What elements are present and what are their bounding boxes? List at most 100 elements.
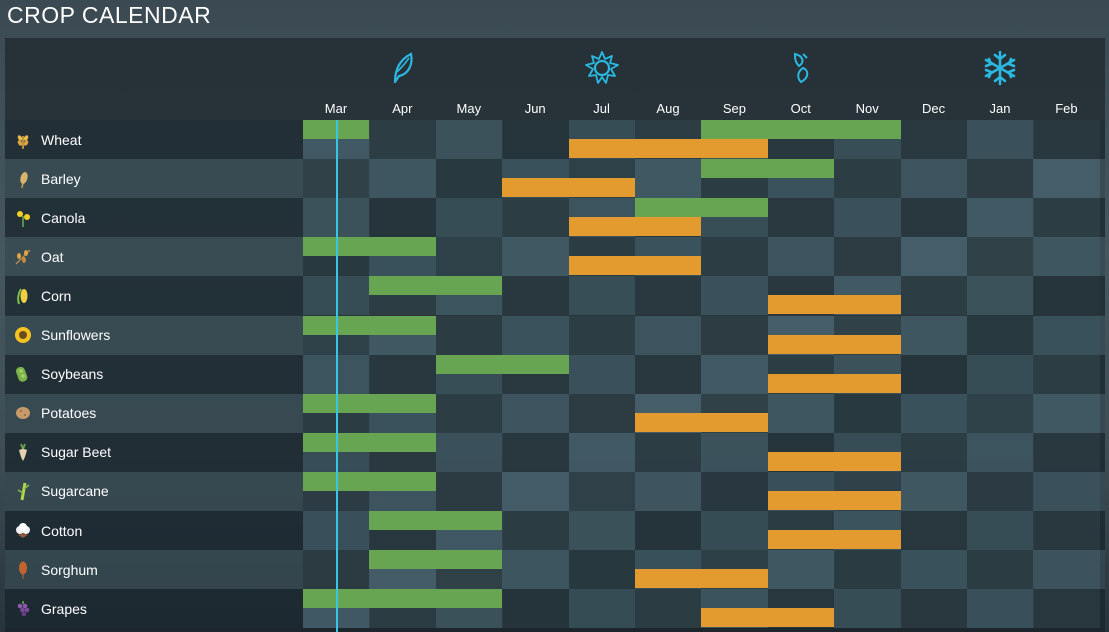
crop-row-barley[interactable]: Barley — [5, 159, 1105, 199]
month-cell — [834, 237, 902, 277]
planting-bar — [701, 159, 835, 179]
month-cell — [701, 471, 769, 511]
planting-bar — [303, 237, 436, 257]
month-cell — [900, 589, 968, 629]
planting-bar — [303, 315, 436, 335]
crop-label: Sorghum — [5, 550, 303, 589]
month-cell — [502, 276, 570, 316]
month-cell — [635, 432, 702, 472]
month-label-may: May — [456, 101, 482, 116]
month-cell — [1033, 432, 1101, 472]
month-cell — [767, 393, 835, 433]
month-cell — [967, 159, 1034, 199]
crop-row-grapes[interactable]: Grapes — [5, 589, 1105, 629]
harvest-bar — [767, 295, 901, 315]
month-cell — [435, 432, 503, 472]
month-cell — [900, 432, 968, 472]
soybean-icon — [13, 364, 33, 384]
month-cell — [900, 120, 968, 159]
harvest-bar — [568, 217, 702, 237]
crop-label: Cotton — [5, 511, 303, 550]
harvest-bar — [767, 451, 901, 471]
crop-label: Grapes — [5, 589, 303, 628]
planting-bar — [369, 550, 503, 570]
crop-row-cotton[interactable]: Cotton — [5, 511, 1105, 550]
snowflake-icon — [982, 50, 1018, 86]
crop-row-wheat[interactable]: Wheat — [5, 120, 1105, 159]
crop-row-sorghum[interactable]: Sorghum — [5, 550, 1105, 590]
month-cell — [635, 276, 702, 316]
harvest-bar — [568, 139, 768, 158]
month-cell — [568, 511, 636, 550]
month-cell — [767, 198, 835, 238]
month-cell — [834, 589, 902, 629]
planting-bar — [635, 198, 768, 218]
crop-name: Sugarcane — [41, 483, 109, 500]
month-cell — [502, 198, 570, 238]
crop-row-sugarcane[interactable]: Sugarcane — [5, 471, 1105, 511]
crop-row-canola[interactable]: Canola — [5, 198, 1105, 238]
month-cell — [701, 432, 769, 472]
month-cell — [369, 159, 437, 199]
month-cell — [967, 589, 1034, 629]
current-date-line — [336, 120, 339, 632]
month-cell — [701, 315, 769, 355]
month-cell — [1033, 354, 1101, 394]
month-cell — [435, 471, 503, 511]
harvest-bar — [568, 256, 702, 276]
month-cell — [967, 550, 1034, 590]
month-cell — [369, 120, 437, 159]
crop-name: Potatoes — [41, 405, 97, 422]
barley-icon — [13, 169, 33, 189]
wheat-icon — [13, 130, 33, 150]
harvest-bar — [635, 569, 768, 589]
month-cell — [635, 354, 702, 394]
crop-row-soybeans[interactable]: Soybeans — [5, 354, 1105, 394]
month-label-dec: Dec — [922, 101, 946, 116]
grapes-icon — [13, 599, 33, 619]
crop-row-sunflowers[interactable]: Sunflowers — [5, 315, 1105, 355]
month-label-jan: Jan — [989, 101, 1011, 116]
month-cell — [701, 237, 769, 277]
leaf-icon — [385, 50, 421, 86]
planting-bar — [701, 120, 901, 139]
month-cell — [568, 432, 636, 472]
month-cell — [967, 354, 1034, 394]
crop-row-potatoes[interactable]: Potatoes — [5, 393, 1105, 433]
month-cell — [502, 393, 570, 433]
month-cell — [502, 471, 570, 511]
month-cell — [967, 237, 1034, 277]
sorghum-icon — [13, 560, 33, 580]
month-cell — [1033, 589, 1101, 629]
crop-row-corn[interactable]: Corn — [5, 276, 1105, 316]
month-cell — [568, 315, 636, 355]
planting-bar — [435, 354, 569, 374]
month-cell — [900, 511, 968, 550]
month-cell — [502, 237, 570, 277]
planting-bar — [369, 511, 503, 530]
month-cell — [1033, 276, 1101, 316]
month-cell — [967, 198, 1034, 238]
oat-icon — [13, 247, 33, 267]
month-cell — [502, 589, 570, 629]
crop-name: Sugar Beet — [41, 444, 112, 461]
month-cell — [900, 315, 968, 355]
sugar-beet-icon — [13, 442, 33, 462]
month-cell — [967, 120, 1034, 159]
month-cell — [1033, 198, 1101, 238]
month-cell — [900, 159, 968, 199]
crop-name: Sunflowers — [41, 327, 111, 343]
month-cell — [635, 589, 702, 629]
harvest-bar — [635, 412, 768, 432]
month-label-oct: Oct — [790, 101, 811, 116]
month-cell — [1033, 393, 1101, 433]
crop-row-sugar-beet[interactable]: Sugar Beet — [5, 432, 1105, 472]
month-cell — [1033, 550, 1101, 590]
sun-icon — [584, 50, 620, 86]
canola-icon — [13, 208, 33, 228]
month-cell — [435, 159, 503, 199]
month-cell — [435, 120, 503, 159]
harvest-bar — [502, 178, 635, 198]
crop-row-oat[interactable]: Oat — [5, 237, 1105, 277]
month-cell — [502, 432, 570, 472]
